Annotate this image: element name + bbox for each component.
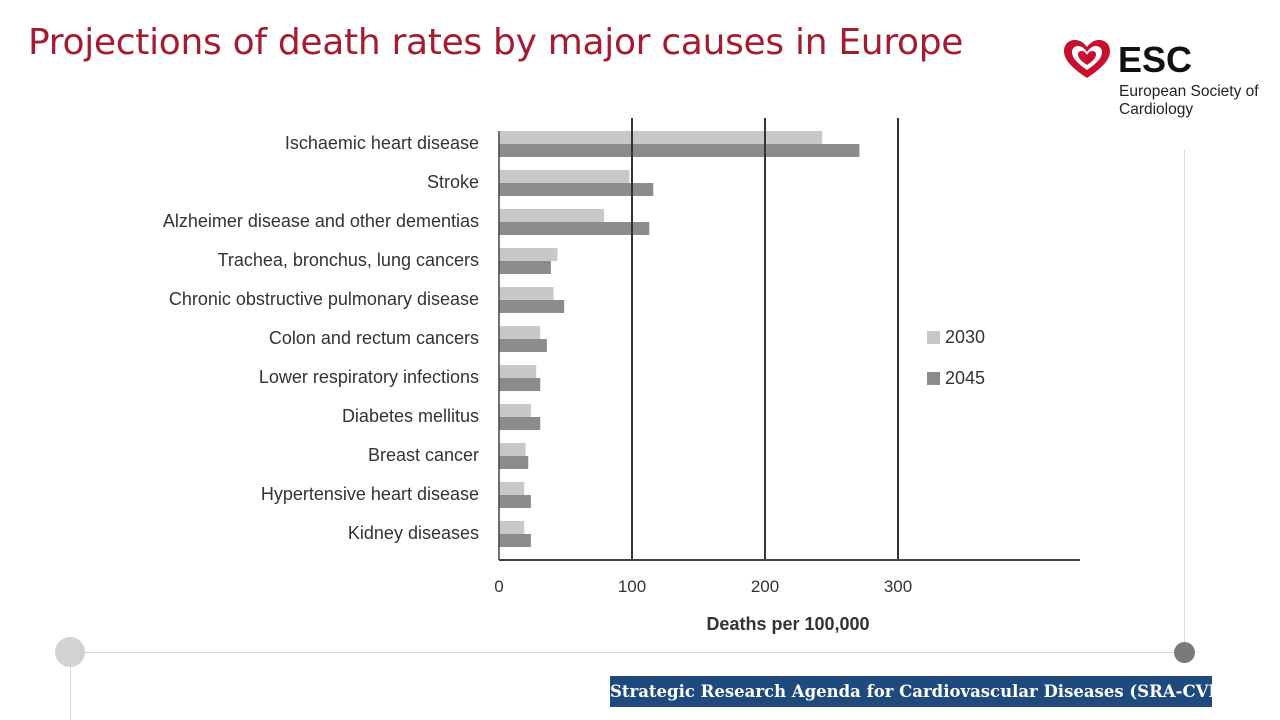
bar-2045: [499, 261, 551, 274]
heart-logo-icon: [1064, 40, 1110, 78]
bar-2045: [499, 417, 541, 430]
bar-2030: [499, 248, 558, 261]
category-label: Ischaemic heart disease: [285, 133, 479, 153]
esc-logo: ESC European Society of Cardiology: [1062, 36, 1262, 126]
category-label: Trachea, bronchus, lung cancers: [218, 250, 479, 270]
category-label: Alzheimer disease and other dementias: [163, 211, 479, 231]
bar-2045: [499, 339, 547, 352]
logo-acronym: ESC: [1118, 39, 1193, 80]
bar-2030: [499, 404, 531, 417]
category-label: Breast cancer: [368, 445, 479, 465]
category-label: Colon and rectum cancers: [269, 328, 479, 348]
category-label: Hypertensive heart disease: [261, 484, 479, 504]
bar-2045: [499, 456, 529, 469]
bar-2045: [499, 300, 565, 313]
bar-2045: [499, 144, 860, 157]
bar-2030: [499, 521, 525, 534]
slide-title: Projections of death rates by major caus…: [28, 22, 964, 63]
logo-subtitle: European Society of Cardiology: [1119, 83, 1259, 118]
bar-2030: [499, 170, 630, 183]
bar-2045: [499, 222, 650, 235]
legend-label-2030: 2030: [945, 327, 985, 347]
category-label: Chronic obstructive pulmonary disease: [169, 289, 479, 309]
bar-2030: [499, 287, 554, 300]
legend-swatch-2045: [927, 372, 940, 385]
category-label: Stroke: [427, 172, 479, 192]
legend-label-2045: 2045: [945, 368, 985, 388]
footer-banner: Strategic Research Agenda for Cardiovasc…: [610, 676, 1212, 707]
x-tick-label: 100: [618, 577, 646, 596]
bar-2030: [499, 131, 823, 144]
bar-2030: [499, 365, 537, 378]
category-label: Lower respiratory infections: [259, 367, 479, 387]
decorative-vertical-line: [1184, 150, 1185, 650]
x-tick-label: 200: [751, 577, 779, 596]
decorative-circle-left: [55, 637, 85, 667]
category-label: Kidney diseases: [348, 523, 479, 543]
x-axis-title: Deaths per 100,000: [706, 614, 869, 634]
bar-2030: [499, 209, 605, 222]
category-label: Diabetes mellitus: [342, 406, 479, 426]
bar-2030: [499, 443, 526, 456]
bar-2045: [499, 378, 541, 391]
decorative-vertical-line-left: [70, 666, 71, 720]
decorative-horizontal-line: [84, 652, 1176, 653]
bar-2030: [499, 326, 541, 339]
x-tick-label: 0: [494, 577, 503, 596]
x-tick-label: 300: [884, 577, 912, 596]
bar-2030: [499, 482, 525, 495]
decorative-circle-right: [1174, 642, 1195, 663]
legend-swatch-2030: [927, 331, 940, 344]
bar-2045: [499, 495, 531, 508]
bar-2045: [499, 534, 531, 547]
bar-2045: [499, 183, 654, 196]
